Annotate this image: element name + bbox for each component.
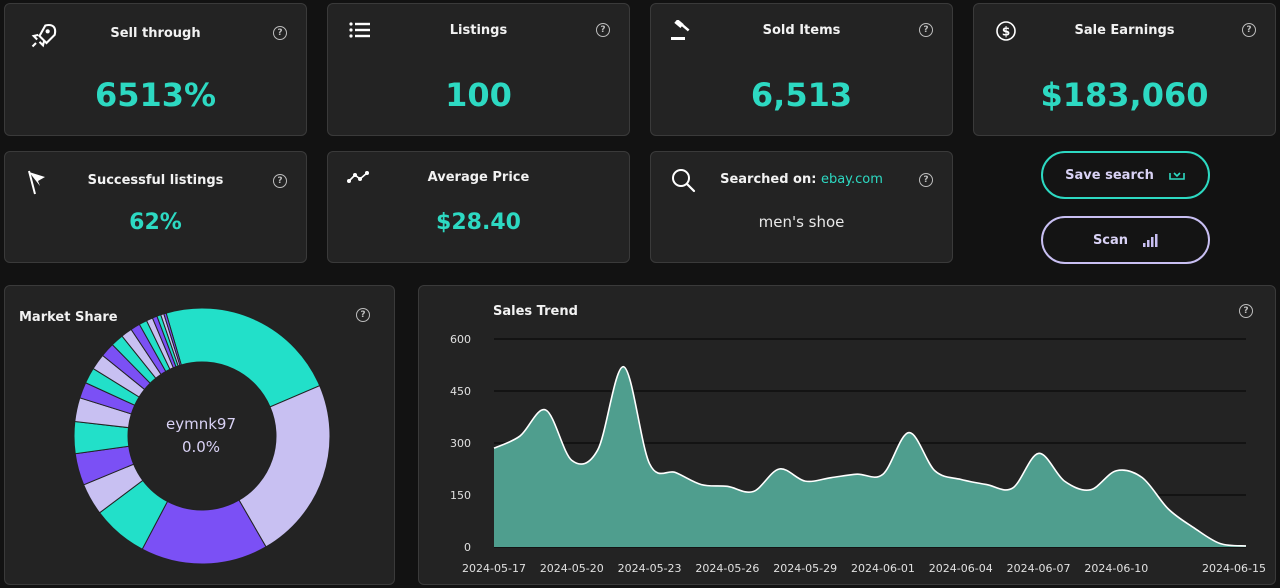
help-icon[interactable]: ? [1239, 304, 1253, 318]
x-tick-label: 2024-05-23 [618, 562, 682, 575]
sale-earnings-card: $ Sale Earnings ? $183,060 [973, 3, 1276, 136]
dollar-icon: $ [996, 21, 1016, 41]
svg-text:$: $ [1002, 25, 1010, 39]
rocket-icon [31, 23, 57, 48]
searched-on-card: Searched on: ebay.com ? men's shoe [650, 151, 953, 263]
sell-through-label: Sell through [110, 26, 201, 41]
donut-center-label: eymnk97 [166, 415, 236, 433]
y-tick-label: 450 [450, 385, 471, 398]
average-price-value: $28.40 [436, 210, 521, 235]
listings-card: Listings ? 100 [327, 3, 630, 136]
donut-hole [128, 362, 276, 510]
x-tick-label: 2024-05-20 [540, 562, 604, 575]
listings-value: 100 [445, 76, 512, 114]
list-icon [349, 22, 370, 38]
average-price-label: Average Price [427, 170, 530, 185]
market-share-title: Market Share [19, 310, 118, 325]
listings-label: Listings [449, 23, 508, 38]
sold-items-label: Sold Items [762, 23, 841, 38]
help-icon[interactable]: ? [919, 173, 933, 187]
help-icon[interactable]: ? [273, 26, 287, 40]
sale-earnings-value: $183,060 [1040, 76, 1209, 114]
x-tick-label: 2024-05-26 [695, 562, 759, 575]
sales-line [493, 365, 1247, 547]
scan-button[interactable]: Scan [1041, 216, 1210, 264]
x-tick-label: 2024-06-15 [1202, 562, 1266, 575]
x-tick-label: 2024-05-29 [773, 562, 837, 575]
sell-through-value: 6513% [94, 76, 217, 114]
sales-trend-panel: Sales Trend ? 0 150 300 450 600 2024-05-17 202… [418, 285, 1276, 585]
searched-on-label: Searched on: ebay.com [651, 172, 952, 187]
sales-trend-chart[interactable]: 0 150 300 450 600 2024-05-17 2024-05-20 2024-05… [419, 286, 1277, 586]
y-tick-label: 150 [450, 489, 471, 502]
sale-earnings-label: Sale Earnings [1074, 23, 1175, 38]
y-tick-label: 600 [450, 333, 471, 346]
x-tick-label: 2024-05-17 [462, 562, 526, 575]
sales-area[interactable] [494, 366, 1246, 547]
y-tick-label: 300 [450, 437, 471, 450]
searched-site-link[interactable]: ebay.com [820, 172, 883, 187]
flag-icon [28, 170, 45, 195]
help-icon[interactable]: ? [356, 308, 370, 322]
successful-listings-value: 62% [129, 210, 182, 235]
x-tick-label: 2024-06-04 [929, 562, 993, 575]
sold-items-card: Sold Items ? 6,513 [650, 3, 953, 136]
scan-label: Scan [1092, 232, 1129, 248]
market-share-donut[interactable] [71, 305, 333, 567]
gavel-icon [671, 20, 690, 40]
donut-slice[interactable] [165, 307, 321, 408]
x-tick-label: 2024-06-01 [851, 562, 915, 575]
donut-slice[interactable] [163, 312, 182, 366]
download-tray-icon [1169, 172, 1185, 180]
x-tick-label: 2024-06-07 [1007, 562, 1071, 575]
help-icon[interactable]: ? [919, 23, 933, 37]
search-icon [672, 169, 696, 193]
signal-bars-icon [1143, 234, 1158, 247]
donut-center-value: 0.0% [181, 438, 221, 456]
searched-on-prefix: Searched on: [720, 172, 817, 187]
x-tick-label: 2024-06-10 [1084, 562, 1148, 575]
sell-through-card: Sell through ? 6513% [4, 3, 307, 136]
help-icon[interactable]: ? [596, 23, 610, 37]
save-search-label: Save search [1065, 167, 1154, 183]
donut-slice[interactable] [238, 385, 331, 548]
average-price-card: Average Price $28.40 [327, 151, 630, 263]
trend-icon [347, 171, 369, 183]
y-tick-label: 0 [464, 541, 471, 554]
successful-listings-card: Successful listings ? 62% [4, 151, 307, 263]
market-share-panel: Market Share ? eymnk97 0.0% [4, 285, 395, 585]
sold-items-value: 6,513 [750, 76, 853, 114]
sales-trend-title: Sales Trend [493, 304, 578, 319]
successful-listings-label: Successful listings [87, 173, 224, 188]
help-icon[interactable]: ? [273, 174, 287, 188]
save-search-button[interactable]: Save search [1041, 151, 1210, 199]
help-icon[interactable]: ? [1242, 23, 1256, 37]
search-query: men's shoe [758, 213, 845, 231]
